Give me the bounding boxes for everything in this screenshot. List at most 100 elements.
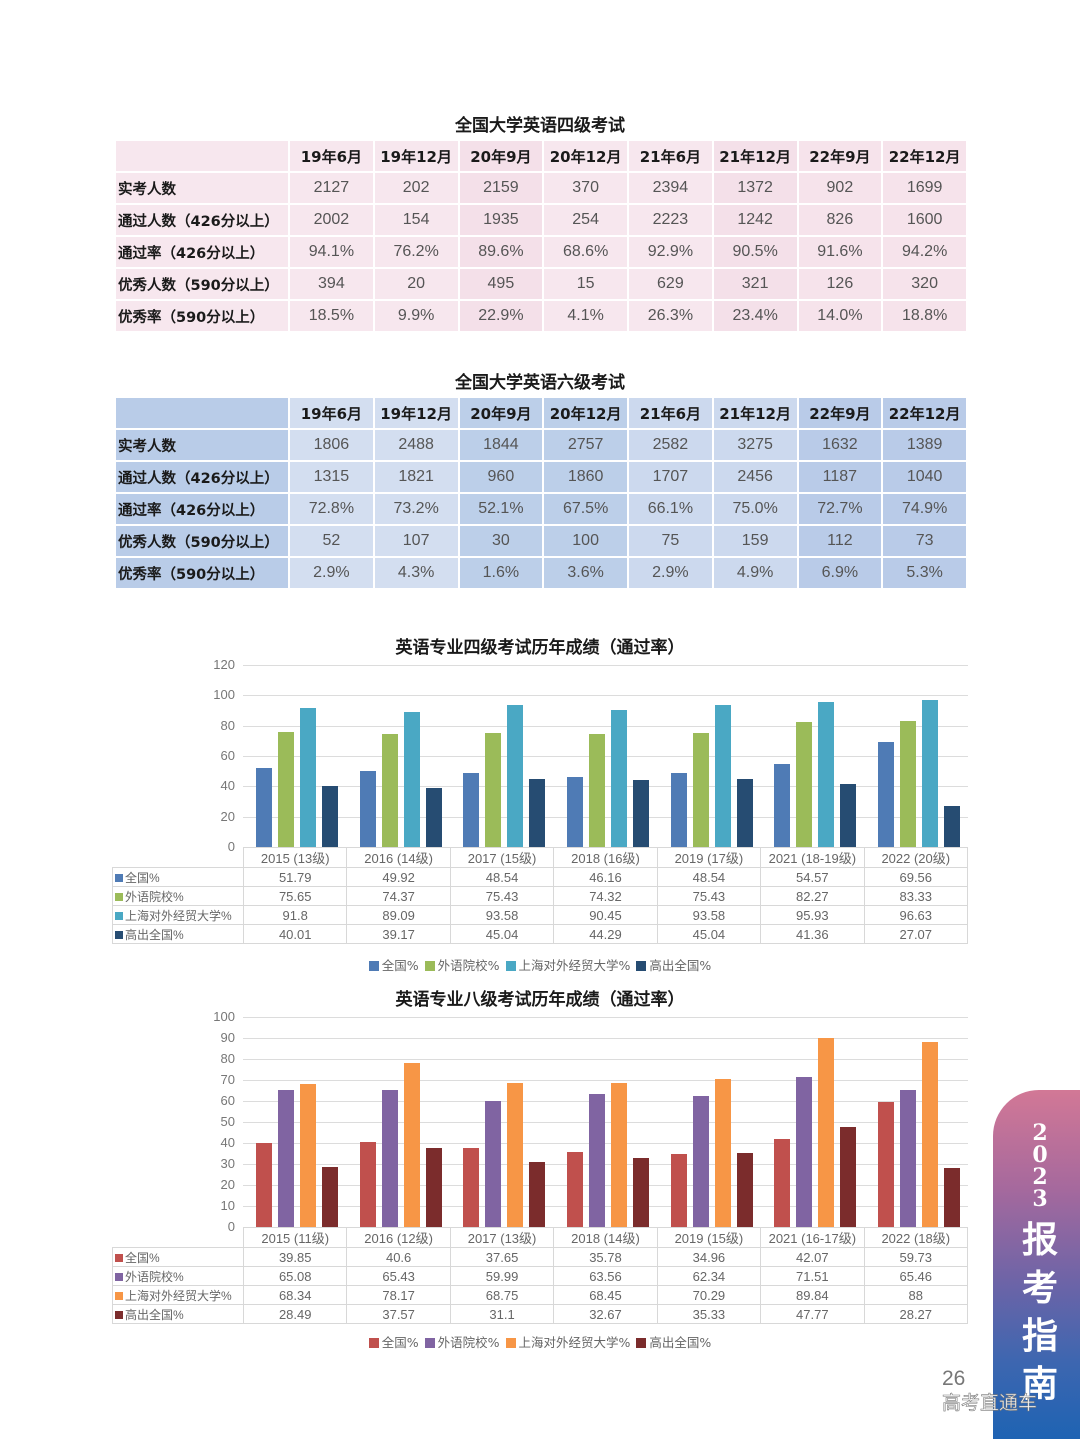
tem8-data-table: 2015 (11级) 2016 (12级) 2017 (13级) 2018 (14级)… [112, 1227, 969, 1324]
category-label: 2019 (17级) [656, 847, 762, 868]
row-label: 优秀人数（590分以上） [116, 269, 288, 299]
gridline [243, 725, 968, 727]
gridline [243, 1017, 968, 1018]
gridline [243, 1080, 968, 1081]
table-cell: 960 [459, 462, 543, 492]
table-cell: 321 [713, 269, 797, 299]
table-cell: 14.0% [798, 301, 882, 331]
table-row: 优秀率（590分以上） 2.9% 4.3% 1.6% 3.6% 2.9% 4.9% 6.9% 5… [116, 558, 966, 588]
table-cell: 92.9% [629, 237, 712, 267]
table-cell: 91.6% [798, 237, 882, 267]
bar [425, 1148, 442, 1227]
gridline [243, 1101, 968, 1102]
gridline [243, 756, 968, 757]
data-table-row: 外语院校% 75.65 74.37 75.43 74.32 75.43 82.27 83.33 [112, 886, 969, 906]
bar [322, 1167, 339, 1227]
table-cell: 1821 [374, 462, 458, 492]
category-label: 2021 (18-19级) [760, 847, 865, 868]
table-cell: 1315 [290, 462, 373, 492]
table-cell: 202 [374, 173, 458, 203]
table-cell: 94.2% [883, 237, 966, 267]
table-cell: 1600 [883, 205, 966, 235]
column-header: 21年6月 [629, 141, 712, 171]
corner-cell [116, 398, 288, 428]
bar [714, 1079, 731, 1227]
bar [359, 1141, 376, 1227]
data-table-row: 外语院校% 65.08 65.43 59.99 63.56 62.34 71.51 65.46 [112, 1266, 969, 1286]
bar [921, 700, 938, 847]
gridline [243, 665, 968, 666]
bar [589, 734, 605, 847]
tem8-plot-area: 0 10 20 30 40 50 60 70 80 90 100 [213, 1009, 968, 1234]
data-value: 65.46 [863, 1266, 969, 1286]
row-label: 实考人数 [116, 173, 288, 203]
data-value: 35.78 [553, 1247, 658, 1267]
data-value: 40.01 [242, 924, 348, 944]
bar [359, 771, 376, 847]
table-cell: 320 [883, 269, 966, 299]
header-row: 19年6月 19年12月 20年9月 20年12月 21年6月 21年12月 22年9月 22… [116, 398, 966, 428]
banner-char: 考 [1021, 1267, 1058, 1309]
bar [256, 768, 273, 847]
data-value: 91.8 [242, 905, 348, 925]
column-header: 20年12月 [544, 398, 627, 428]
year-digit: 0 [1032, 1142, 1048, 1168]
bar [403, 1062, 420, 1227]
table-cell: 2.9% [629, 558, 712, 588]
bar [692, 1096, 709, 1227]
column-header: 22年12月 [883, 398, 966, 428]
table-cell: 254 [544, 205, 627, 235]
legend-swatch-icon [636, 961, 647, 971]
table-cell: 2456 [713, 462, 797, 492]
legend-item: 全国% [368, 955, 419, 974]
y-tick-label: 60 [220, 1093, 235, 1108]
gridline [243, 1164, 968, 1165]
bar [463, 773, 480, 847]
table-cell: 100 [544, 526, 627, 556]
table-row: 实考人数 2127 202 2159 370 2394 1372 902 1699 [116, 173, 966, 203]
bar [899, 1089, 916, 1227]
cet4-table: 19年6月 19年12月 20年9月 20年12月 21年6月 21年12月 22年9月 22… [114, 139, 968, 333]
legend-swatch-icon [115, 930, 123, 939]
y-tick-label: 100 [213, 687, 235, 703]
tem4-data-table: 2015 (13级) 2016 (14级) 2017 (15级) 2018 (16级)… [112, 847, 969, 944]
category-label: 2017 (15级) [449, 847, 555, 868]
table-row: 实考人数 1806 2488 1844 2757 2582 3275 1632 1389 [116, 430, 966, 460]
gridline [243, 1206, 968, 1207]
table-cell: 2002 [290, 205, 373, 235]
gridline [243, 1038, 968, 1039]
bar [796, 1076, 813, 1227]
data-value: 54.57 [760, 867, 865, 887]
category-label: 2017 (13级) [449, 1227, 555, 1248]
table-cell: 154 [374, 205, 458, 235]
table-cell: 2223 [629, 205, 712, 235]
bar [507, 1082, 524, 1227]
bar [840, 1126, 857, 1227]
data-value: 34.96 [656, 1247, 762, 1267]
bar [300, 1083, 317, 1227]
legend-swatch-icon [636, 1338, 647, 1348]
bar [567, 1151, 583, 1227]
data-value: 45.04 [656, 924, 762, 944]
table-cell: 1707 [629, 462, 712, 492]
y-tick-label: 0 [227, 839, 235, 854]
table-cell: 18.5% [290, 301, 373, 331]
gridline [243, 1185, 968, 1186]
data-value: 28.49 [242, 1304, 348, 1324]
column-header: 19年6月 [290, 141, 373, 171]
data-table-header: 2015 (11级) 2016 (12级) 2017 (13级) 2018 (14级)… [112, 1227, 969, 1248]
page-number: 26 [942, 1367, 966, 1390]
data-value: 71.51 [760, 1266, 865, 1286]
table-cell: 1187 [798, 462, 882, 492]
row-label: 优秀率（590分以上） [116, 558, 288, 588]
data-value: 83.33 [863, 886, 969, 906]
table-cell: 112 [798, 526, 882, 556]
data-value: 96.63 [863, 905, 969, 925]
y-tick-label: 40 [220, 778, 235, 794]
bar [529, 778, 546, 847]
tem8-legend: 全国% 外语院校% 上海对外经贸大学% 高出全国% [0, 1332, 1080, 1351]
table-cell: 1632 [798, 430, 882, 460]
bar [736, 1152, 753, 1227]
